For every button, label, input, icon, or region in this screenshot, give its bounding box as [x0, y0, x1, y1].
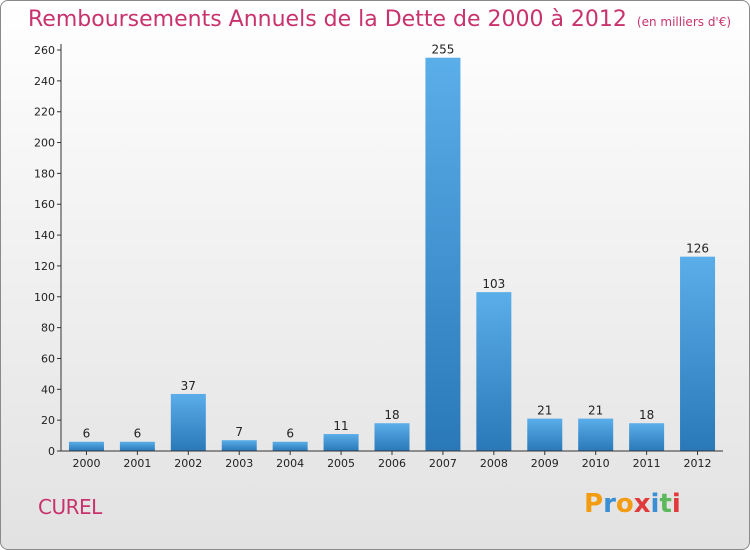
bar	[221, 440, 257, 451]
x-tick-label: 2006	[378, 457, 406, 470]
bar	[629, 423, 665, 451]
proxiti-logo: Proxiti	[584, 489, 681, 519]
y-tick-label: 20	[41, 414, 55, 427]
logo-letter: r	[603, 489, 616, 519]
bar	[170, 393, 206, 451]
bar-value-label: 18	[639, 408, 654, 422]
y-tick-label: 200	[34, 137, 55, 150]
x-tick-label: 2000	[72, 457, 100, 470]
y-tick-label: 160	[34, 198, 55, 211]
logo-letter: i	[671, 489, 681, 519]
x-tick-label: 2003	[225, 457, 253, 470]
bar	[323, 434, 359, 451]
x-tick-label: 2010	[582, 457, 610, 470]
bar	[374, 423, 410, 451]
y-tick-label: 40	[41, 383, 55, 396]
bar	[578, 418, 614, 451]
y-tick-label: 180	[34, 167, 55, 180]
bar-value-label: 126	[686, 242, 709, 256]
bar	[476, 292, 512, 451]
logo-letter: o	[615, 489, 634, 519]
bar	[68, 441, 104, 451]
bars-group: 6 6 37 7 6 11 18 255 103 21 21 18 126	[68, 43, 716, 451]
x-tick-label: 2009	[531, 457, 559, 470]
y-tick-label: 0	[48, 445, 55, 458]
bar-value-label: 7	[235, 425, 243, 439]
y-tick-label: 120	[34, 260, 55, 273]
bar-value-label: 6	[134, 427, 142, 441]
bar-value-label: 21	[588, 404, 603, 418]
chart-title: Remboursements Annuels de la Dette de 20…	[28, 7, 731, 32]
axes-group: 0 20 40 60 80 100 120 140 160 180 200 220 240 260 2000…	[34, 44, 723, 470]
x-tick-label: 2004	[276, 457, 304, 470]
bar-value-label: 21	[537, 404, 552, 418]
logo-letter: x	[633, 489, 651, 519]
bar-value-label: 255	[431, 43, 454, 57]
bar	[527, 418, 563, 451]
bar	[680, 256, 716, 451]
x-tick-label: 2002	[174, 457, 202, 470]
y-tick-label: 80	[41, 322, 55, 335]
logo-letter: t	[659, 489, 672, 519]
chart-subtitle: (en milliers d'€)	[636, 15, 732, 29]
x-tick-label: 2012	[684, 457, 712, 470]
y-tick-label: 140	[34, 229, 55, 242]
bar-value-label: 37	[181, 379, 196, 393]
y-tick-label: 260	[34, 44, 55, 57]
chart-title-text: Remboursements Annuels de la Dette de 20…	[28, 7, 627, 32]
bar-value-label: 6	[83, 427, 91, 441]
bar-value-label: 18	[384, 408, 399, 422]
x-tick-label: 2008	[480, 457, 508, 470]
y-tick-label: 220	[34, 106, 55, 119]
commune-name: CUREL	[38, 495, 102, 519]
bar-value-label: 6	[286, 427, 294, 441]
bar	[119, 441, 155, 451]
y-tick-label: 240	[34, 75, 55, 88]
bar-value-label: 103	[482, 277, 505, 291]
logo-letter: i	[650, 489, 660, 519]
bar	[272, 441, 308, 451]
bar-value-label: 11	[333, 419, 348, 433]
y-tick-label: 100	[34, 291, 55, 304]
y-tick-label: 60	[41, 352, 55, 365]
bar	[425, 57, 461, 451]
logo-letter: P	[584, 489, 604, 519]
x-tick-label: 2011	[633, 457, 661, 470]
x-tick-label: 2005	[327, 457, 355, 470]
x-tick-label: 2007	[429, 457, 457, 470]
x-tick-label: 2001	[123, 457, 151, 470]
